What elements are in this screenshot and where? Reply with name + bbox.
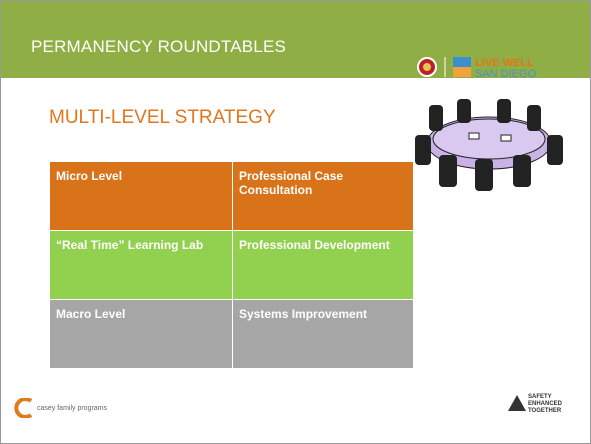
strategy-table: Micro Level Professional Case Consultatio… xyxy=(49,161,414,369)
safety-logo xyxy=(508,395,526,411)
table-cell: Micro Level xyxy=(49,161,233,231)
subtitle: MULTI-LEVEL STRATEGY xyxy=(49,107,276,128)
table-row: Macro Level Systems Improvement xyxy=(49,299,414,369)
table-row: “Real Time” Learning Lab Professional Dev… xyxy=(49,230,414,300)
casey-logo xyxy=(14,398,33,418)
table-cell: Professional Case Consultation xyxy=(232,161,414,231)
footer-logo-text: SAFETY ENHANCED TOGETHER xyxy=(528,394,562,415)
logo-line: SAFETY xyxy=(528,394,552,400)
header-logos xyxy=(417,57,471,77)
slide-title: PERMANENCY ROUNDTABLES xyxy=(31,37,287,56)
logo-text: SAN DIEGO xyxy=(475,68,537,80)
logo-line: ENHANCED xyxy=(528,401,563,407)
table-cell: Systems Improvement xyxy=(232,299,414,369)
conference-table-image xyxy=(415,99,563,191)
table-cell: Macro Level xyxy=(49,299,233,369)
logo-line: TOGETHER xyxy=(528,408,562,414)
table-row: Micro Level Professional Case Consultatio… xyxy=(49,161,414,231)
footer-logo-text: casey family programs xyxy=(37,405,108,412)
logo-text: LIVE WELL xyxy=(475,57,534,69)
header-band xyxy=(1,1,590,78)
table-cell: “Real Time” Learning Lab xyxy=(49,230,233,300)
table-cell: Professional Development xyxy=(232,230,414,300)
